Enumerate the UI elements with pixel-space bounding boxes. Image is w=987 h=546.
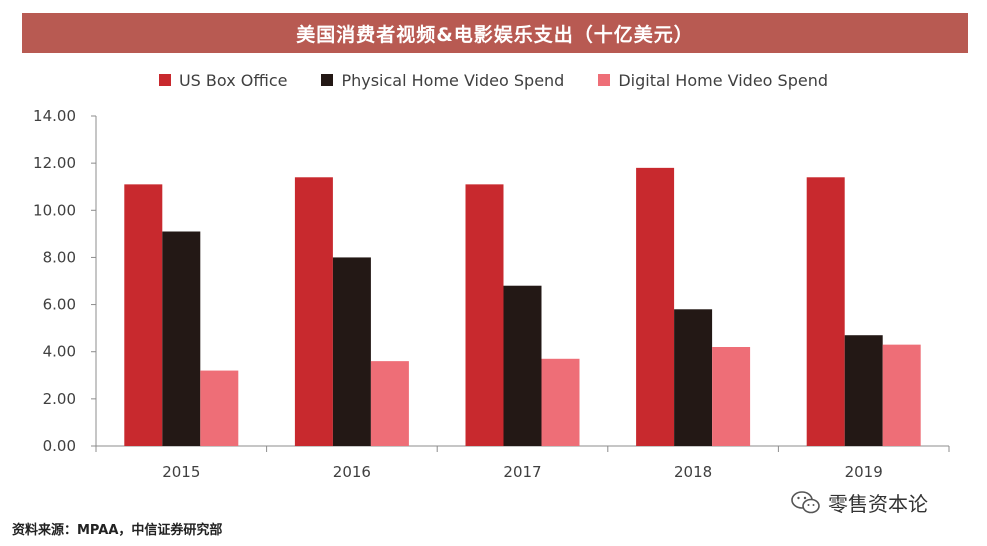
y-tick-label: 0.00: [43, 437, 76, 455]
bar-us-box-office-2015: [124, 184, 163, 446]
watermark: 零售资本论: [790, 488, 928, 517]
watermark-text: 零售资本论: [828, 492, 928, 516]
bar-us-box-office-2017: [465, 184, 504, 446]
legend-swatch-us-box-office: [158, 74, 171, 86]
legend-label-physical: Physical Home Video Spend: [341, 70, 565, 90]
source-note: 资料来源：MPAA，中信证券研究部: [12, 523, 223, 538]
y-tick-label: 6.00: [43, 296, 76, 314]
bar-digital-home-video-spend-2019: [882, 344, 921, 446]
x-tick-label: 2016: [333, 463, 371, 481]
y-tick-label: 8.00: [43, 248, 76, 266]
y-tick-label: 4.00: [43, 343, 76, 361]
bar-digital-home-video-spend-2016: [370, 361, 409, 446]
legend-item-us-box-office: US Box Office: [158, 70, 288, 90]
y-tick-label: 10.00: [33, 201, 76, 219]
chart-title: 美国消费者视频&电影娱乐支出（十亿美元）: [22, 13, 968, 53]
legend-swatch-physical: [321, 74, 334, 86]
bar-us-box-office-2018: [636, 167, 675, 446]
y-tick-label: 12.00: [33, 154, 76, 172]
y-tick-label: 14.00: [33, 107, 76, 125]
bar-digital-home-video-spend-2015: [200, 370, 239, 446]
x-tick-label: 2019: [845, 463, 883, 481]
x-tick-label: 2017: [503, 463, 541, 481]
bar-digital-home-video-spend-2017: [541, 358, 580, 446]
legend-label-us-box-office: US Box Office: [178, 70, 288, 90]
x-tick-label: 2018: [674, 463, 712, 481]
x-tick-label: 2015: [162, 463, 200, 481]
y-tick-label: 2.00: [43, 390, 76, 408]
legend: US Box Office Physical Home Video Spend …: [0, 68, 987, 92]
bar-digital-home-video-spend-2018: [712, 347, 751, 446]
bar-physical-home-video-spend-2016: [332, 257, 371, 446]
legend-item-physical: Physical Home Video Spend: [321, 71, 564, 90]
bar-us-box-office-2016: [294, 177, 333, 447]
legend-swatch-digital: [598, 74, 611, 86]
bar-physical-home-video-spend-2015: [162, 231, 201, 446]
bar-physical-home-video-spend-2019: [844, 335, 883, 446]
legend-label-digital: Digital Home Video Spend: [618, 70, 829, 90]
bar-us-box-office-2019: [806, 177, 845, 447]
bar-physical-home-video-spend-2018: [674, 309, 713, 446]
bar-physical-home-video-spend-2017: [503, 285, 542, 446]
wechat-icon: [791, 490, 820, 513]
legend-item-digital: Digital Home Video Spend: [598, 71, 828, 90]
